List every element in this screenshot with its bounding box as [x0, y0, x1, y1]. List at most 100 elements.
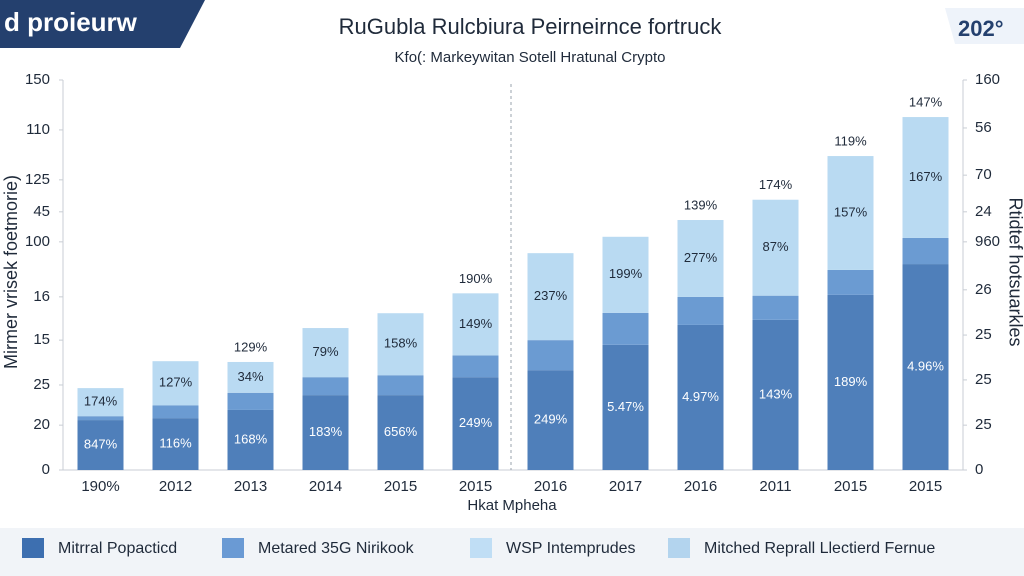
bar-segment: [902, 237, 949, 265]
segment-label: 174%: [84, 394, 118, 409]
x-tick-label: 2012: [159, 478, 192, 495]
bar-segment: [677, 296, 724, 325]
segment-label: 149%: [459, 316, 493, 331]
bar-segment: [752, 199, 799, 296]
x-tick-label: 2015: [834, 478, 867, 495]
bar-segment: [677, 220, 724, 297]
segment-label: 79%: [312, 344, 338, 359]
bar-segment: [152, 405, 199, 419]
bar-segment: [152, 418, 199, 470]
y2-tick-label: 24: [975, 203, 992, 220]
top-label: 174%: [759, 177, 793, 192]
legend-swatch: [668, 538, 690, 558]
legend-label: Metared 35G Nirikook: [258, 540, 415, 557]
bar-segment: [602, 312, 649, 345]
x-tick-label: 2017: [609, 478, 642, 495]
y2-tick-label: 70: [975, 166, 992, 183]
y-tick-label: 150: [25, 71, 50, 88]
bar-segment: [752, 295, 799, 320]
bar-segment: [377, 313, 424, 376]
legend-label: WSP Intemprudes: [506, 540, 636, 557]
segment-label: 277%: [684, 250, 718, 265]
bar-segment: [152, 361, 199, 406]
segment-label: 847%: [84, 436, 118, 451]
y-tick-label: 110: [26, 121, 50, 138]
chart-subtitle: Kfo(: Markeywitan Sotell Hratunal Crypto: [395, 49, 666, 66]
top-label: 119%: [834, 133, 867, 148]
bar-segment: [827, 156, 874, 270]
segment-label: 127%: [159, 375, 193, 390]
legend-swatch: [470, 538, 492, 558]
x-tick-label: 2014: [309, 478, 342, 495]
bar-segment: [77, 388, 124, 417]
chart-title: RuGubla Rulcbiura Peirneirnce fortruck: [339, 14, 723, 39]
y2-tick-label: 56: [975, 119, 992, 136]
x-tick-label: 2016: [534, 478, 567, 495]
bar-segment: [602, 344, 649, 470]
segment-label: 189%: [834, 374, 868, 389]
y2-tick-label: 0: [975, 461, 983, 478]
badge: [945, 8, 1024, 44]
bar-segment: [302, 328, 349, 378]
legend-swatch: [222, 538, 244, 558]
bar-segment: [527, 340, 574, 371]
segment-label: 237%: [534, 288, 568, 303]
legend-swatch: [22, 538, 44, 558]
segment-label: 199%: [609, 266, 643, 281]
top-label: 190%: [459, 271, 493, 286]
legend-bar: [0, 528, 1024, 576]
segment-label: 249%: [534, 412, 568, 427]
segment-label: 34%: [237, 369, 263, 384]
x-tick-label: 2016: [684, 478, 717, 495]
segment-label: 183%: [309, 424, 343, 439]
bar-segment: [902, 264, 949, 470]
y2-tick-label: 160: [975, 71, 1000, 88]
bar-segment: [77, 416, 124, 421]
bar-segment: [827, 294, 874, 470]
x-tick-label: 2015: [459, 478, 492, 495]
y-tick-label: 20: [33, 416, 50, 433]
y2-tick-label: 25: [975, 326, 992, 343]
bar-segment: [377, 395, 424, 470]
legend-label: Mitrral Popacticd: [58, 540, 177, 557]
bar-segment: [452, 377, 499, 470]
top-label: 147%: [909, 94, 943, 109]
bar-segment: [602, 236, 649, 313]
y-tick-label: 15: [33, 331, 50, 348]
bar-segment: [452, 355, 499, 378]
bar-segment: [902, 117, 949, 238]
segment-label: 5.47%: [607, 399, 644, 414]
bar-segment: [377, 375, 424, 396]
top-label: 139%: [684, 197, 718, 212]
y-tick-label: 100: [25, 233, 50, 250]
x-tick-label: 2011: [759, 478, 791, 495]
badge-text: 202°: [958, 16, 1004, 41]
segment-label: 158%: [384, 336, 418, 351]
y-tick-label: 25: [33, 376, 50, 393]
bar-segment: [527, 253, 574, 341]
y-tick-label: 0: [42, 461, 50, 478]
segment-label: 4.96%: [907, 358, 944, 373]
y-axis-title: Mirmer vrisek foetmorie): [1, 175, 21, 369]
y-tick-label: 125: [25, 171, 50, 188]
y2-tick-label: 25: [975, 416, 992, 433]
x-axis-title: Hkat Mpheha: [467, 497, 557, 514]
segment-label: 249%: [459, 415, 493, 430]
segment-label: 116%: [159, 436, 192, 451]
bar-segment: [302, 395, 349, 470]
legend-label: Mitched Reprall Llectierd Fernue: [704, 540, 935, 557]
bar-segment: [527, 370, 574, 470]
x-tick-label: 2015: [384, 478, 417, 495]
bar-segment: [827, 269, 874, 295]
banner-text: d proieurw: [4, 7, 138, 37]
y2-tick-label: 26: [975, 281, 992, 298]
y2-tick-label: 25: [975, 371, 992, 388]
segment-label: 167%: [909, 169, 943, 184]
bar-segment: [227, 409, 274, 470]
segment-label: 143%: [759, 386, 793, 401]
segment-label: 87%: [762, 239, 788, 254]
bar-segment: [752, 319, 799, 470]
banner: [0, 0, 205, 48]
segment-label: 157%: [834, 204, 868, 219]
